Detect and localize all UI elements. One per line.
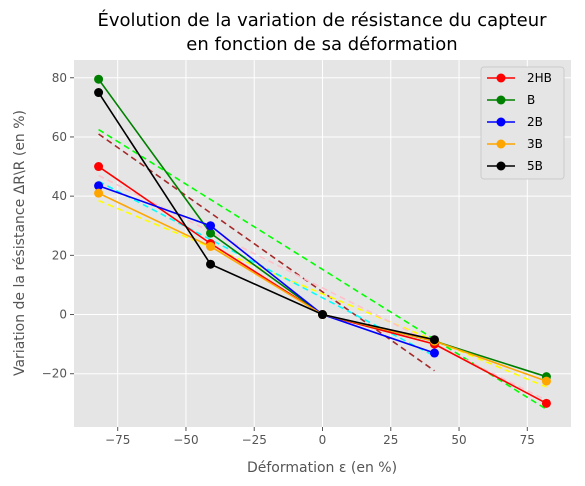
legend-marker: [496, 73, 506, 83]
legend-marker: [496, 95, 506, 105]
data-point-3B: [94, 188, 104, 198]
series-group: [94, 74, 551, 408]
data-point-2B: [429, 348, 439, 358]
fit-line: [98, 128, 547, 410]
legend-label: 2HB: [527, 71, 552, 85]
fit-line: [98, 199, 547, 388]
data-point-B: [206, 228, 216, 238]
x-tick-label: 25: [383, 433, 398, 447]
data-point-5B: [318, 310, 327, 320]
data-point-2HB: [541, 398, 551, 408]
x-tick-label: −25: [242, 433, 267, 447]
legend-marker: [496, 161, 506, 171]
data-point-2B: [94, 181, 104, 191]
legend-label: 2B: [527, 115, 543, 129]
legend-marker: [496, 117, 506, 127]
chart-title-line-1: Évolution de la variation de résistance …: [97, 9, 547, 31]
data-point-3B: [206, 241, 216, 251]
data-point-B: [94, 74, 104, 84]
data-point-5B: [94, 88, 104, 98]
legend-box: [480, 66, 565, 180]
x-tick-label: 0: [319, 433, 327, 447]
y-axis-label: Variation de la résistance ΔR\R (en %): [12, 110, 28, 376]
legend-label: 5B: [527, 159, 543, 173]
fit-line: [98, 133, 435, 372]
y-tick-label: 40: [52, 189, 67, 203]
x-tick-label: 50: [451, 433, 466, 447]
chart-title-line-2: en fonction de sa déformation: [186, 34, 457, 55]
series-line-2B: [98, 185, 435, 354]
data-point-5B: [206, 259, 216, 269]
y-tick-label: 60: [52, 130, 67, 144]
y-tick-label: 0: [59, 308, 67, 322]
y-tick-label: 20: [52, 248, 67, 262]
data-point-5B: [429, 335, 439, 345]
legend: 2HB B 2B 3B 5B: [480, 66, 565, 180]
legend-marker: [496, 139, 506, 149]
x-tick-label: −75: [105, 433, 130, 447]
x-axis-label: Déformation ε (en %): [247, 460, 397, 476]
series-line-5B: [97, 92, 435, 341]
legend-label: 3B: [527, 137, 543, 151]
ticks: −75 −50 −25 0 25 50 75 −20 0 20 40 60 80: [42, 71, 535, 447]
data-point-3B: [541, 376, 551, 386]
x-tick-label: 75: [520, 433, 535, 447]
y-tick-label: −20: [42, 367, 67, 381]
data-point-2B: [206, 221, 216, 231]
legend-label: B: [527, 93, 535, 107]
x-tick-label: −50: [173, 433, 198, 447]
y-tick-label: 80: [52, 71, 67, 85]
data-point-2HB: [94, 162, 104, 172]
